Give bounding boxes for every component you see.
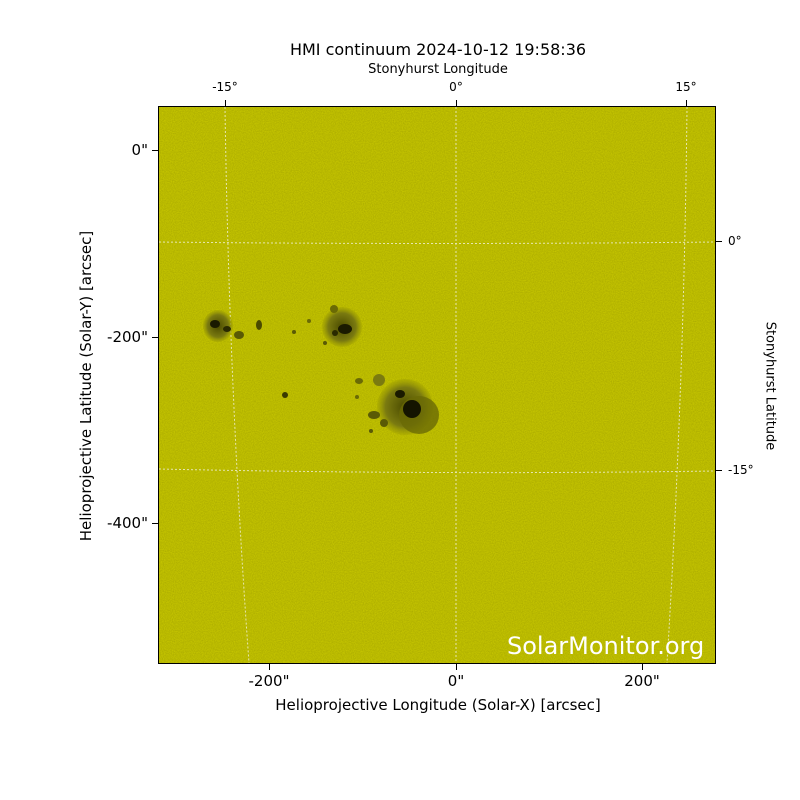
top-axis-label: Stonyhurst Longitude bbox=[368, 62, 508, 77]
sunspot bbox=[355, 378, 363, 384]
sunspot bbox=[323, 341, 327, 345]
y-axis-label: Helioprojective Latitude (Solar-Y) [arcs… bbox=[77, 230, 95, 542]
sunspot-umbra bbox=[403, 400, 421, 418]
sunspot bbox=[380, 419, 388, 427]
x-axis-label: Helioprojective Longitude (Solar-X) [arc… bbox=[275, 696, 601, 714]
right-tick-mark bbox=[716, 241, 722, 242]
sunspot bbox=[256, 320, 262, 330]
solar-image-canvas bbox=[158, 106, 716, 664]
sunspot bbox=[234, 331, 244, 339]
bottom-tick-label: 0" bbox=[447, 672, 465, 690]
sunspot bbox=[368, 411, 380, 419]
bottom-tick-label: 200" bbox=[624, 672, 660, 690]
right-axis-label: Stonyhurst Latitude bbox=[762, 321, 778, 451]
grid-line bbox=[158, 468, 716, 474]
sunspot bbox=[307, 319, 311, 323]
coordinate-grid bbox=[158, 106, 716, 664]
top-tick-mark bbox=[686, 100, 687, 106]
left-tick-label: 0" bbox=[131, 141, 148, 159]
grid-line bbox=[666, 106, 688, 664]
top-tick-label: -15° bbox=[212, 80, 238, 94]
left-tick-label: -200" bbox=[107, 328, 148, 346]
top-tick-mark bbox=[456, 100, 457, 106]
sunspot bbox=[330, 305, 338, 313]
sunspot-umbra bbox=[338, 324, 352, 334]
sunspot bbox=[369, 429, 373, 433]
grid-line bbox=[158, 241, 716, 244]
image-title: HMI continuum 2024-10-12 19:58:36 bbox=[289, 40, 587, 59]
bottom-tick-mark bbox=[269, 664, 270, 670]
sunspot-group bbox=[203, 305, 439, 435]
sunspot bbox=[399, 396, 439, 434]
sunspot bbox=[355, 395, 359, 399]
sunspot bbox=[282, 392, 288, 398]
sunspot-umbra bbox=[210, 320, 220, 328]
bottom-tick-mark bbox=[456, 664, 457, 670]
left-tick-mark bbox=[152, 523, 158, 524]
left-tick-mark bbox=[152, 337, 158, 338]
left-tick-label: -400" bbox=[107, 514, 148, 532]
right-tick-mark bbox=[716, 470, 722, 471]
sunspot-umbra bbox=[395, 390, 405, 398]
top-tick-mark bbox=[225, 100, 226, 106]
bottom-tick-mark bbox=[642, 664, 643, 670]
solar-image bbox=[158, 106, 716, 664]
top-tick-label: 0° bbox=[449, 80, 463, 94]
sunspot bbox=[373, 374, 385, 386]
right-tick-label: 0° bbox=[728, 234, 742, 248]
watermark: SolarMonitor.org bbox=[507, 632, 705, 660]
top-tick-label: 15° bbox=[675, 80, 697, 94]
right-tick-label: -15° bbox=[728, 463, 754, 477]
photosphere-granulation bbox=[159, 107, 715, 663]
sunspot bbox=[292, 330, 296, 334]
grid-line bbox=[224, 106, 250, 664]
bottom-tick-label: -200" bbox=[248, 672, 290, 690]
sunspot-umbra bbox=[223, 326, 231, 332]
left-tick-mark bbox=[152, 150, 158, 151]
sunspot-umbra bbox=[332, 330, 338, 336]
